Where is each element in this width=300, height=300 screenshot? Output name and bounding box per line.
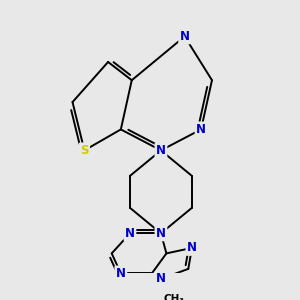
Text: N: N [156, 272, 166, 285]
Text: CH₃: CH₃ [164, 294, 185, 300]
Text: N: N [156, 144, 166, 157]
Text: S: S [80, 144, 88, 157]
Text: N: N [180, 30, 190, 43]
Text: N: N [156, 227, 166, 240]
Text: N: N [116, 267, 126, 280]
Text: N: N [125, 227, 135, 240]
Text: N: N [196, 123, 206, 136]
Text: N: N [187, 242, 197, 254]
